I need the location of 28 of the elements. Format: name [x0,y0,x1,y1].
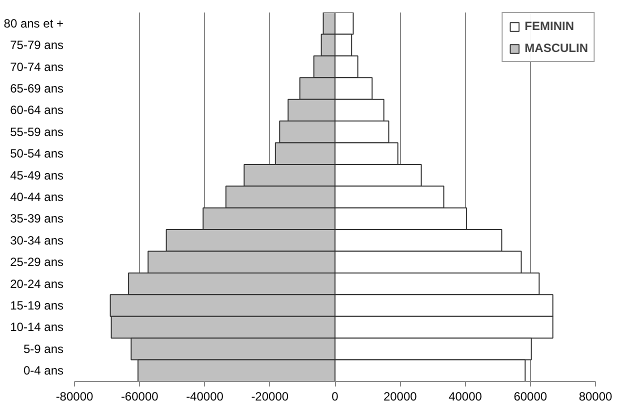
legend-label: MASCULIN [524,41,588,55]
x-tick-label: 80000 [578,390,613,404]
x-tick-label: -40000 [186,390,224,404]
legend-label: FEMININ [524,19,574,33]
y-tick-label: 10-14 ans [10,320,64,334]
y-tick-label: 5-9 ans [23,342,64,356]
y-tick-label: 20-24 ans [10,276,64,291]
x-tick-label: 60000 [514,390,548,404]
y-tick-label: 75-79 ans [10,38,64,52]
y-tick-label: 0-4 ans [23,364,64,378]
x-tick-label: -20000 [251,390,289,404]
y-tick-label: 45-49 ans [10,168,64,182]
y-tick-label: 55-59 ans [10,124,64,139]
x-tick-label: -80000 [56,390,94,404]
y-tick-label: 80 ans et + [4,16,64,30]
y-tick-label: 35-39 ans [10,212,64,226]
y-tick-label: 30-34 ans [10,233,64,248]
y-tick-label: 15-19 ans [10,298,64,313]
y-tick-label: 25-29 ans [10,255,64,270]
y-tick-label: 40-44 ans [10,190,64,204]
y-tick-label: 50-54 ans [10,146,64,161]
y-tick-label: 60-64 ans [10,103,64,118]
x-tick-label: 20000 [383,390,418,404]
y-tick-label: 70-74 ans [10,60,64,74]
x-tick-label: 40000 [448,390,482,404]
x-tick-label: -60000 [120,390,159,404]
x-tick-label: 0 [332,390,339,404]
y-tick-label: 65-69 ans [10,81,64,96]
